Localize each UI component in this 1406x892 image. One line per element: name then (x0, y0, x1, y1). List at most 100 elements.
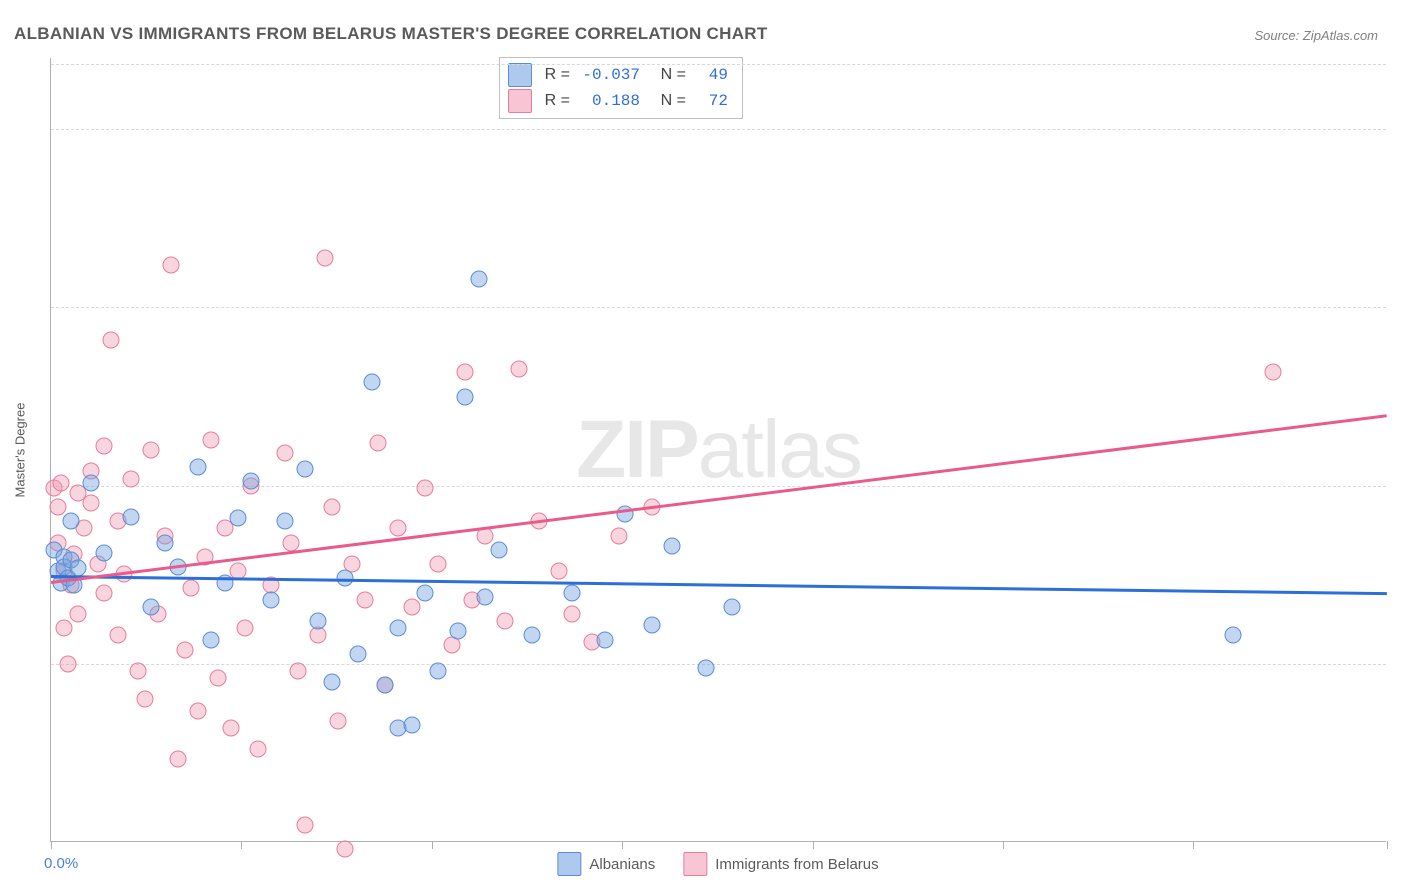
pink-marker (203, 432, 220, 449)
blue-marker (724, 598, 741, 615)
pink-marker (1265, 363, 1282, 380)
pink-marker (403, 598, 420, 615)
blue-trendline (51, 575, 1387, 595)
pink-marker (390, 520, 407, 537)
plot-container: Master's Degree ZIPatlas R =-0.037N =49R… (50, 58, 1386, 842)
stats-row: R =-0.037N =49 (508, 62, 728, 88)
blue-marker (63, 513, 80, 530)
blue-swatch (508, 63, 532, 87)
blue-marker (350, 645, 367, 662)
x-tick (241, 841, 242, 849)
chart-title: ALBANIAN VS IMMIGRANTS FROM BELARUS MAST… (14, 24, 768, 44)
blue-marker (243, 473, 260, 490)
n-value: 72 (694, 92, 728, 110)
blue-marker (523, 627, 540, 644)
pink-marker (83, 494, 100, 511)
legend-label: Immigrants from Belarus (715, 856, 878, 873)
pink-marker (96, 584, 113, 601)
pink-marker (370, 434, 387, 451)
blue-marker (430, 662, 447, 679)
pink-marker (336, 841, 353, 858)
pink-marker (316, 249, 333, 266)
blue-marker (296, 460, 313, 477)
legend: Albanians Immigrants from Belarus (557, 852, 878, 876)
pink-marker (430, 556, 447, 573)
pink-marker (236, 620, 253, 637)
blue-marker (597, 631, 614, 648)
x-tick (622, 841, 623, 849)
blue-marker (564, 584, 581, 601)
pink-marker (330, 712, 347, 729)
pink-marker (96, 437, 113, 454)
n-label: N = (648, 92, 686, 110)
legend-item: Immigrants from Belarus (683, 852, 878, 876)
blue-marker (143, 598, 160, 615)
blue-marker (450, 623, 467, 640)
pink-swatch (508, 89, 532, 113)
r-value: 0.188 (578, 92, 640, 110)
blue-marker (377, 677, 394, 694)
pink-swatch (683, 852, 707, 876)
blue-marker (83, 474, 100, 491)
r-label: R = (540, 92, 570, 110)
pink-marker (176, 641, 193, 658)
pink-marker (163, 256, 180, 273)
blue-marker (96, 544, 113, 561)
pink-marker (56, 620, 73, 637)
blue-marker (490, 541, 507, 558)
pink-marker (610, 527, 627, 544)
pink-marker (457, 363, 474, 380)
x-tick (813, 841, 814, 849)
blue-marker (644, 617, 661, 634)
pink-marker (169, 751, 186, 768)
pink-marker (109, 627, 126, 644)
n-value: 49 (694, 66, 728, 84)
pink-marker (53, 474, 70, 491)
pink-marker (497, 613, 514, 630)
blue-marker (417, 584, 434, 601)
blue-marker (363, 373, 380, 390)
legend-label: Albanians (589, 856, 655, 873)
blue-marker (310, 613, 327, 630)
pink-marker (69, 605, 86, 622)
gridline (51, 664, 1386, 665)
pink-marker (129, 662, 146, 679)
y-axis-label: Master's Degree (13, 403, 28, 498)
pink-marker (250, 741, 267, 758)
blue-marker (69, 560, 86, 577)
blue-marker (477, 588, 494, 605)
blue-marker (457, 389, 474, 406)
pink-trendline (51, 414, 1387, 583)
blue-marker (1225, 627, 1242, 644)
stats-row: R = 0.188 N = 72 (508, 88, 728, 114)
pink-marker (210, 670, 227, 687)
watermark: ZIPatlas (576, 403, 861, 497)
r-value: -0.037 (578, 66, 640, 84)
blue-marker (263, 591, 280, 608)
blue-marker (664, 537, 681, 554)
pink-marker (417, 480, 434, 497)
blue-marker (390, 620, 407, 637)
stats-box: R = -0.037 N = 49 R = 0.188 N = 72 (499, 57, 743, 119)
gridline (51, 307, 1386, 308)
source-attribution: Source: ZipAtlas.com (1254, 28, 1378, 43)
pink-marker (189, 702, 206, 719)
n-label: N = (648, 66, 686, 84)
pink-marker (550, 563, 567, 580)
pink-marker (183, 580, 200, 597)
blue-marker (203, 631, 220, 648)
blue-marker (697, 660, 714, 677)
pink-marker (296, 816, 313, 833)
blue-marker (230, 510, 247, 527)
pink-marker (123, 470, 140, 487)
blue-swatch (557, 852, 581, 876)
pink-marker (136, 691, 153, 708)
blue-marker (156, 534, 173, 551)
legend-item: Albanians (557, 852, 655, 876)
pink-marker (510, 360, 527, 377)
plot-area: ZIPatlas R =-0.037N =49R =0.188N =72 12.… (50, 58, 1386, 842)
pink-marker (143, 442, 160, 459)
blue-marker (470, 270, 487, 287)
x-tick (1003, 841, 1004, 849)
x-tick (1387, 841, 1388, 849)
